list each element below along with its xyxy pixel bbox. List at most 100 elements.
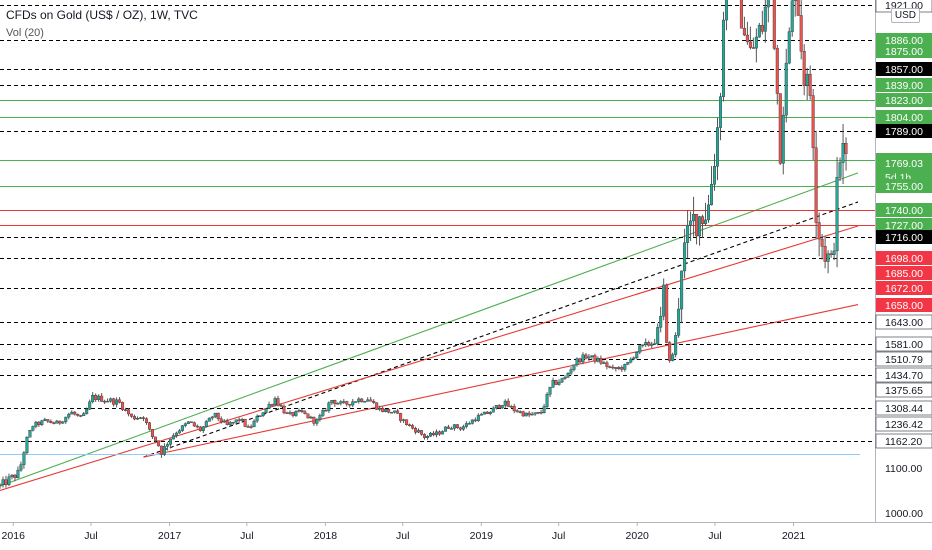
candle-body-242 bbox=[721, 19, 725, 97]
candle-body-30 bbox=[88, 401, 92, 410]
candle-body-226 bbox=[674, 335, 678, 355]
candle-body-280 bbox=[835, 176, 839, 252]
candle-body-181 bbox=[539, 412, 543, 414]
candle-body-135 bbox=[402, 419, 406, 421]
candle-body-18 bbox=[52, 422, 56, 424]
candle-body-168 bbox=[500, 405, 504, 409]
candle-body-54 bbox=[159, 445, 163, 455]
candle-body-99 bbox=[294, 411, 298, 416]
candle-body-102 bbox=[303, 411, 307, 414]
candle-body-101 bbox=[300, 410, 304, 412]
candle-body-118 bbox=[351, 401, 355, 406]
price-badge-1789.00 bbox=[876, 124, 932, 138]
candle-body-100 bbox=[297, 410, 301, 412]
price-badge-1698.00 bbox=[876, 251, 932, 265]
candle-body-215 bbox=[641, 344, 645, 346]
candle-body-138 bbox=[411, 425, 415, 429]
candle-body-162 bbox=[482, 411, 486, 415]
candle-body-235 bbox=[701, 216, 705, 224]
price-badge-1875.00 bbox=[876, 44, 932, 58]
price-label-1755.00: 1755.00 bbox=[885, 181, 923, 193]
candle-body-96 bbox=[285, 412, 289, 415]
x-label-Jul-5: Jul bbox=[396, 530, 409, 542]
time-axis-labels[interactable]: 2016 Jul 2017 Jul 2018 Jul 2019 Jul 2020 Jul 2021 bbox=[2, 522, 806, 542]
candle-body-41 bbox=[121, 402, 125, 410]
candle-body-77 bbox=[228, 422, 232, 425]
candle-body-252 bbox=[751, 47, 755, 49]
candle-body-144 bbox=[428, 432, 432, 437]
candle-body-85 bbox=[252, 420, 256, 427]
candle-body-82 bbox=[243, 418, 247, 427]
candle-body-59 bbox=[174, 432, 178, 436]
candle-body-166 bbox=[494, 405, 498, 409]
candle-body-199 bbox=[593, 355, 597, 362]
candle-body-26 bbox=[76, 414, 80, 416]
candle-body-203 bbox=[605, 362, 609, 367]
currency-badge[interactable]: USD bbox=[890, 8, 920, 23]
candle-body-9 bbox=[25, 436, 29, 453]
candle-body-147 bbox=[437, 431, 441, 435]
candle-body-12 bbox=[34, 421, 38, 427]
candle-body-95 bbox=[282, 405, 286, 414]
candle-body-105 bbox=[312, 416, 316, 424]
candle-body-177 bbox=[527, 412, 531, 416]
candle-body-185 bbox=[551, 380, 555, 388]
candle-body-156 bbox=[464, 423, 468, 427]
candle-body-5 bbox=[13, 474, 17, 479]
candle-body-229 bbox=[683, 242, 687, 272]
candle-body-266 bbox=[793, 0, 797, 2]
candle-body-182 bbox=[542, 406, 546, 413]
candle-body-172 bbox=[512, 406, 516, 411]
candle-body-115 bbox=[342, 401, 346, 403]
candle-body-170 bbox=[506, 400, 510, 407]
candle-body-107 bbox=[318, 415, 322, 420]
candle-body-249 bbox=[742, 28, 746, 36]
candle-body-17 bbox=[49, 421, 53, 423]
symbol-title[interactable]: CFDs on Gold (US$ / OZ), 1W, TVC bbox=[6, 8, 198, 22]
candle-body-254 bbox=[757, 25, 761, 38]
candle-body-274 bbox=[817, 222, 821, 240]
candle-body-31 bbox=[91, 395, 95, 403]
candle-body-256 bbox=[763, 6, 767, 32]
candle-body-7 bbox=[19, 464, 23, 471]
candle-body-13 bbox=[37, 421, 41, 425]
candle-body-275 bbox=[820, 238, 824, 247]
price-badge-1581.00 bbox=[875, 336, 932, 352]
price-label-1857.00: 1857.00 bbox=[885, 64, 923, 76]
candle-body-106 bbox=[315, 419, 319, 424]
candle-body-277 bbox=[826, 253, 830, 262]
price-axis-labels[interactable]: 1921.001886.001875.001857.001839.001823.… bbox=[875, 0, 932, 520]
candle-body-213 bbox=[635, 351, 639, 359]
volume-indicator-label[interactable]: Vol (20) bbox=[6, 27, 44, 39]
price-label-1716.00: 1716.00 bbox=[885, 232, 923, 244]
candle-body-195 bbox=[581, 354, 585, 363]
price-label-1685.00: 1685.00 bbox=[885, 268, 923, 280]
candle-body-219 bbox=[653, 343, 657, 345]
candle-body-227 bbox=[677, 308, 681, 336]
candle-body-27 bbox=[79, 415, 83, 417]
candle-body-36 bbox=[106, 400, 110, 403]
price-label-1769.03: 1769.03 bbox=[885, 158, 923, 170]
price-label-1581.00: 1581.00 bbox=[885, 339, 923, 351]
candle-body-55 bbox=[162, 446, 166, 455]
candle-body-241 bbox=[718, 96, 722, 128]
candle-body-37 bbox=[109, 398, 113, 402]
candle-body-225 bbox=[671, 354, 675, 361]
candle-body-163 bbox=[485, 411, 489, 414]
candle-body-16 bbox=[46, 419, 50, 422]
candle-body-11 bbox=[31, 426, 35, 431]
price-label-1434.70: 1434.70 bbox=[885, 370, 923, 382]
candle-body-78 bbox=[231, 421, 235, 424]
candle-body-270 bbox=[805, 73, 809, 86]
candle-body-65 bbox=[192, 422, 196, 427]
candle-body-21 bbox=[61, 421, 65, 424]
price-badge-1658.00 bbox=[876, 298, 932, 312]
candle-body-29 bbox=[85, 409, 89, 414]
candle-body-111 bbox=[330, 399, 334, 404]
candle-body-272 bbox=[811, 95, 815, 149]
candle-body-110 bbox=[327, 402, 331, 411]
price-label-1510.79: 1510.79 bbox=[885, 354, 923, 366]
candle-body-131 bbox=[390, 411, 394, 414]
candle-body-175 bbox=[521, 411, 525, 417]
